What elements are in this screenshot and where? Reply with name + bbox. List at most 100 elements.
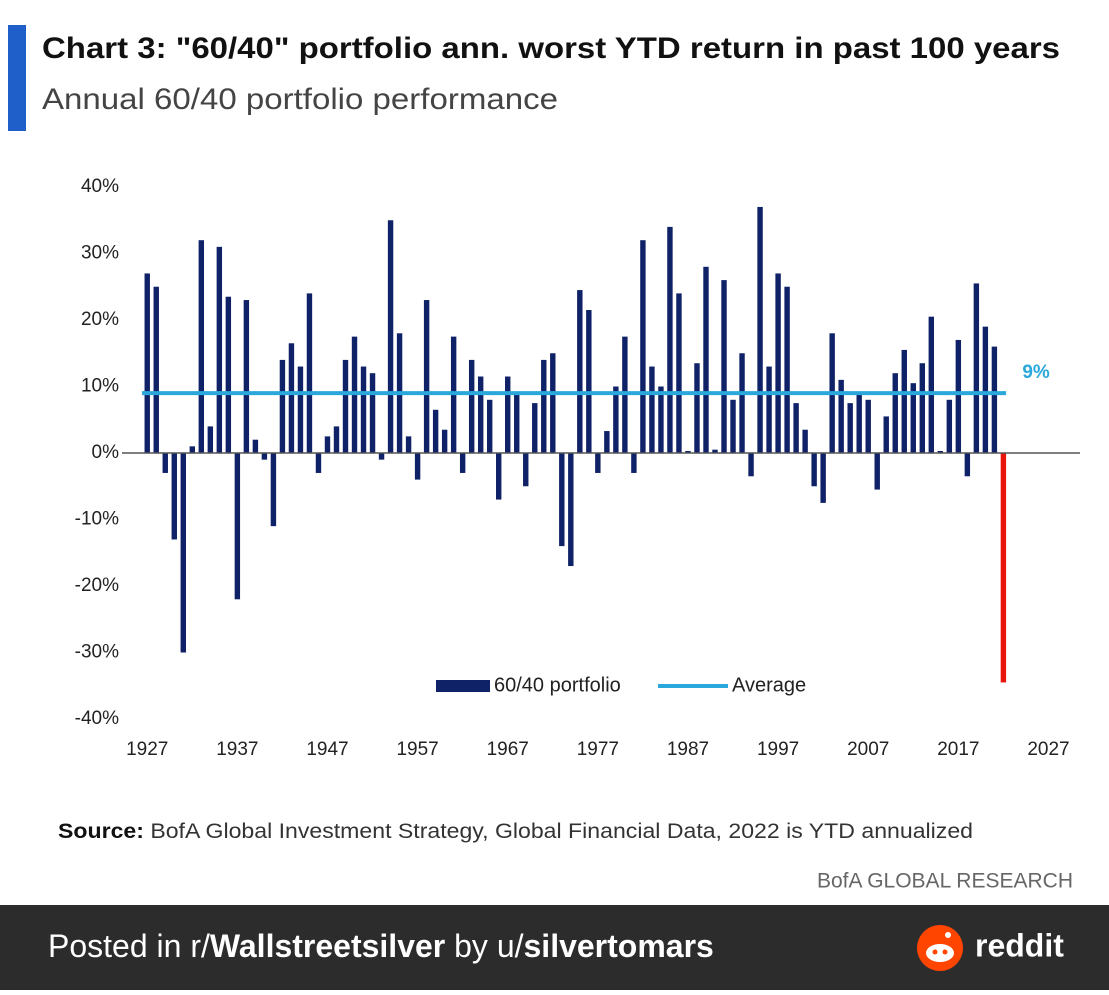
bar [577, 290, 583, 453]
bar [441, 429, 448, 453]
y-tick-label: 40% [81, 176, 119, 197]
bar [703, 266, 709, 453]
bar [568, 453, 574, 567]
bar [369, 373, 376, 453]
bar [387, 220, 394, 453]
bar [721, 280, 727, 453]
bar [775, 273, 781, 453]
bar [432, 409, 439, 453]
bar [532, 403, 538, 453]
bar [243, 300, 250, 453]
bar [964, 453, 971, 477]
bar [261, 453, 268, 460]
accent-bar [8, 25, 26, 131]
legend-label: Average [732, 674, 806, 696]
bar [883, 416, 889, 453]
bar [847, 403, 853, 453]
x-tick-label: 1927 [126, 739, 168, 760]
bar [486, 399, 493, 453]
bar [649, 366, 655, 453]
bar [234, 453, 241, 600]
bar [414, 453, 421, 480]
bar [748, 453, 754, 477]
footer-middle: by u/ [445, 928, 523, 964]
x-tick-label: 1987 [667, 739, 709, 760]
footer-user[interactable]: silvertomars [524, 928, 714, 964]
bar [171, 453, 177, 540]
source-note: Source: BofA Global Investment Strategy,… [58, 820, 973, 843]
bar [613, 386, 619, 453]
bar [586, 310, 592, 453]
footer-subreddit[interactable]: Wallstreetsilver [210, 928, 445, 964]
bar [865, 399, 871, 453]
bar [559, 453, 565, 547]
bar [423, 300, 430, 453]
bar [766, 366, 772, 453]
bar [838, 379, 844, 453]
bar [405, 436, 412, 453]
source-label: Source: [58, 820, 144, 843]
bar [207, 426, 214, 453]
y-tick-label: -10% [75, 509, 119, 530]
y-tick-label: -30% [75, 642, 119, 663]
x-tick-label: 1947 [306, 739, 348, 760]
bar [378, 453, 385, 460]
x-tick-label: 1957 [396, 739, 438, 760]
bar [919, 363, 925, 453]
bar [685, 451, 691, 453]
reddit-logo: reddit [917, 925, 1064, 971]
bar [820, 453, 826, 503]
bar [162, 453, 168, 473]
bar [811, 453, 817, 487]
y-tick-label: -40% [75, 708, 119, 729]
chart-title: Chart 3: "60/40" portfolio ann. worst YT… [42, 32, 1060, 65]
y-tick-label: 30% [81, 243, 119, 264]
footer-prefix: Posted in r/ [48, 928, 210, 964]
bar [595, 453, 601, 473]
bar [793, 403, 799, 453]
bar [342, 359, 349, 453]
bar [982, 326, 989, 453]
bar [324, 436, 331, 453]
bar [712, 449, 718, 453]
bar [730, 399, 736, 453]
bar [505, 376, 511, 453]
x-tick-label: 1997 [757, 739, 799, 760]
bar [604, 431, 610, 453]
bar [631, 453, 637, 473]
bar [541, 359, 547, 453]
bar [333, 426, 340, 453]
bar [640, 240, 646, 453]
y-tick-label: 0% [92, 442, 120, 463]
bar [198, 240, 205, 453]
bar [955, 339, 962, 453]
bar [784, 286, 790, 453]
bar [694, 363, 700, 453]
bar [189, 446, 195, 453]
bar [523, 453, 529, 487]
bar [802, 429, 808, 453]
bar [991, 346, 998, 453]
bar [252, 439, 259, 453]
source-text: BofA Global Investment Strategy, Global … [150, 820, 973, 843]
bar [306, 293, 313, 453]
y-tick-label: 10% [81, 376, 119, 397]
bar [279, 359, 286, 453]
bar [270, 453, 277, 527]
bar [477, 376, 484, 453]
bar [225, 296, 232, 453]
bar [297, 366, 304, 453]
x-tick-label: 2017 [937, 739, 979, 760]
bar [496, 453, 502, 500]
footer-logo-text: reddit [975, 927, 1064, 963]
bar [676, 293, 682, 453]
x-tick-label: 1967 [487, 739, 529, 760]
bar [667, 226, 673, 453]
bar [739, 353, 745, 453]
bar [550, 353, 556, 453]
bar [153, 286, 159, 453]
bar [144, 273, 150, 453]
bar [856, 393, 862, 453]
bar [892, 373, 898, 453]
